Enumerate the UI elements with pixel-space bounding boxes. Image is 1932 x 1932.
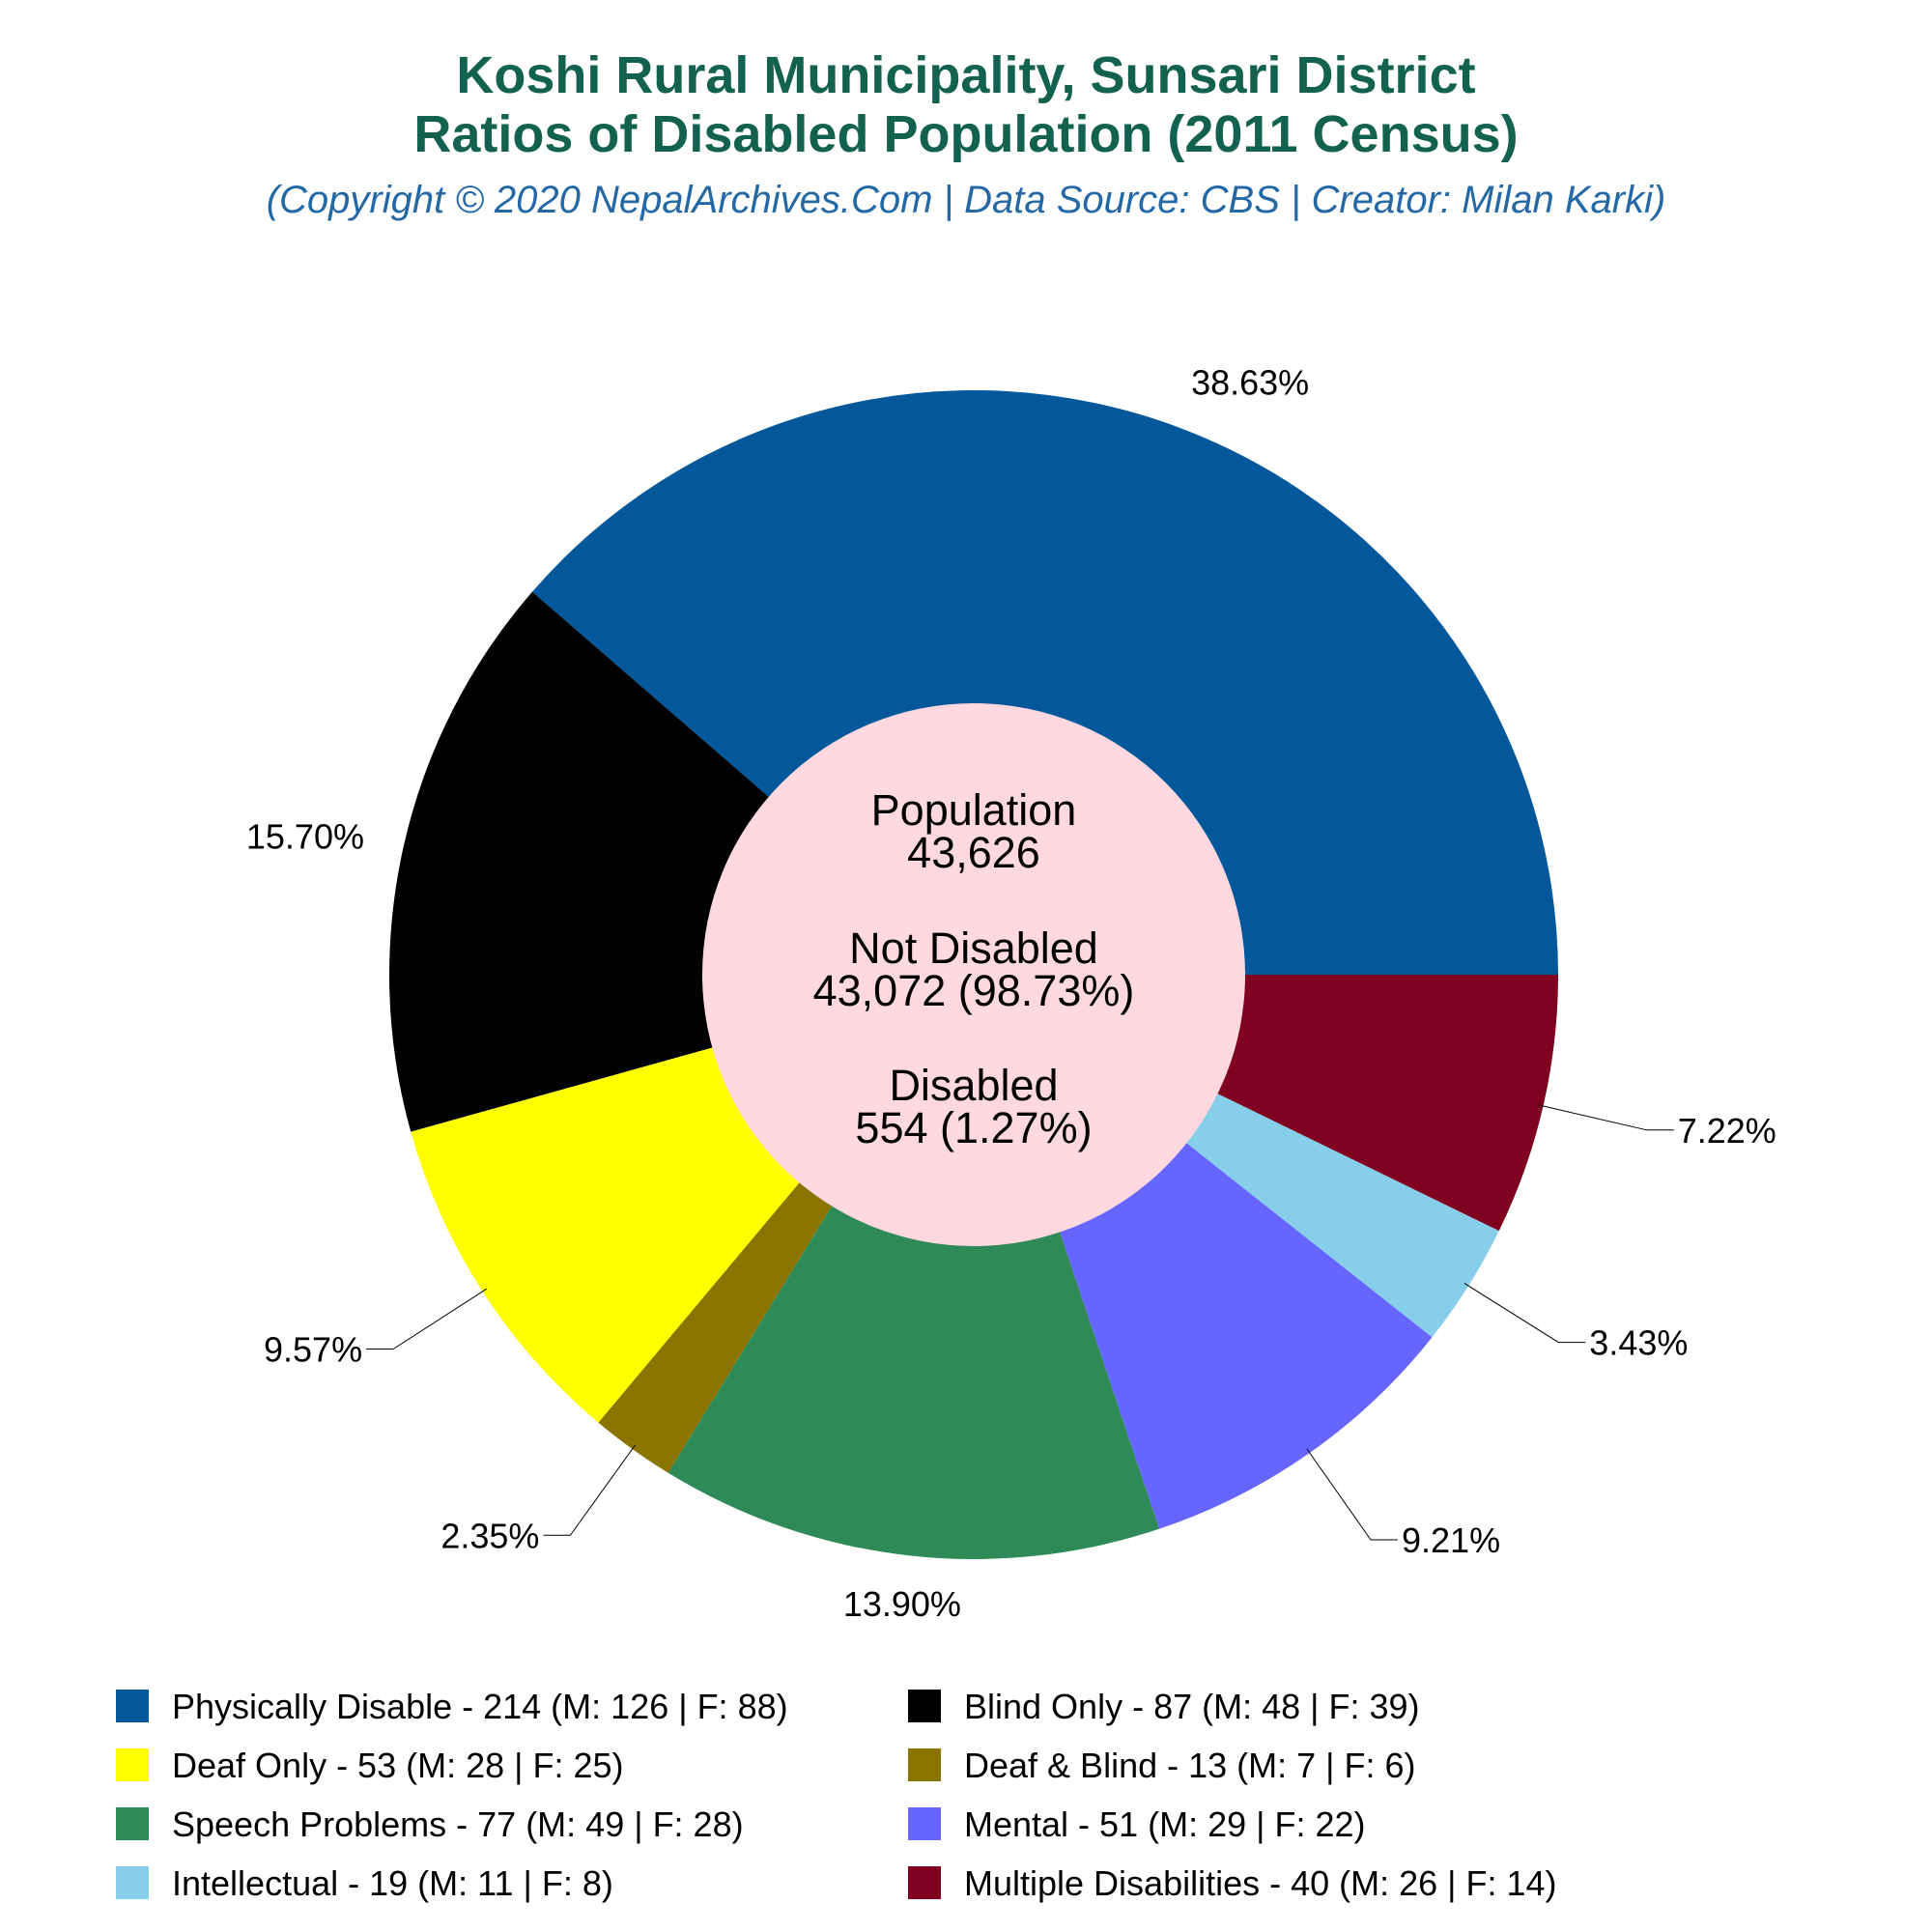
percent-label-4: 13.90%	[843, 1584, 961, 1624]
percent-label-3: 2.35%	[440, 1516, 539, 1555]
leader-line-7	[1538, 1104, 1674, 1131]
percent-label-5: 9.21%	[1402, 1520, 1500, 1560]
legend-label-0: Physically Disable - 214 (M: 126 | F: 88…	[172, 1687, 788, 1726]
pie-slice-0	[531, 390, 1558, 976]
legend-label-2: Deaf Only - 53 (M: 28 | F: 25)	[172, 1746, 624, 1785]
legend-label-4: Speech Problems - 77 (M: 49 | F: 28)	[172, 1804, 744, 1844]
center-population-label: Population	[871, 785, 1077, 835]
legend-label-3: Deaf & Blind - 13 (M: 7 | F: 6)	[964, 1746, 1416, 1785]
chart-subtitle: (Copyright © 2020 NepalArchives.Com | Da…	[267, 179, 1666, 221]
leader-line-5	[1306, 1448, 1398, 1541]
center-disabled-value: 554 (1.27%)	[855, 1103, 1092, 1152]
percent-label-7: 7.22%	[1678, 1111, 1776, 1151]
chart-title-line2: Ratios of Disabled Population (2011 Cens…	[413, 105, 1518, 163]
legend-swatch-6	[116, 1866, 149, 1899]
legend-swatch-5	[908, 1807, 941, 1840]
legend-label-6: Intellectual - 19 (M: 11 | F: 8)	[172, 1863, 613, 1903]
legend: Physically Disable - 214 (M: 126 | F: 88…	[116, 1687, 1557, 1903]
center-population-value: 43,626	[907, 828, 1040, 877]
center-not-disabled-label: Not Disabled	[849, 923, 1098, 973]
leader-lines	[366, 1104, 1674, 1541]
legend-label-7: Multiple Disabilities - 40 (M: 26 | F: 1…	[964, 1863, 1557, 1903]
percent-labels: 38.63% 15.70% 9.57% 2.35% 13.90% 9.21% 3.43% 7.…	[246, 362, 1776, 1623]
legend-swatch-3	[908, 1748, 941, 1781]
legend-swatch-2	[116, 1748, 149, 1781]
center-circle	[702, 703, 1245, 1246]
pie-slice-4	[668, 975, 1160, 1560]
percent-label-6: 3.43%	[1589, 1323, 1688, 1363]
leader-line-3	[543, 1444, 636, 1536]
legend-swatch-7	[908, 1866, 941, 1899]
legend-swatch-0	[116, 1690, 149, 1722]
legend-label-1: Blind Only - 87 (M: 48 | F: 39)	[964, 1687, 1420, 1726]
percent-label-0: 38.63%	[1191, 362, 1309, 402]
leader-line-2	[366, 1288, 488, 1350]
leader-line-6	[1463, 1282, 1586, 1344]
legend-label-5: Mental - 51 (M: 29 | F: 22)	[964, 1804, 1366, 1844]
chart-title-line1: Koshi Rural Municipality, Sunsari Distri…	[456, 46, 1475, 104]
percent-label-2: 9.57%	[264, 1330, 362, 1370]
percent-label-1: 15.70%	[246, 816, 364, 856]
legend-swatch-4	[116, 1807, 149, 1840]
center-not-disabled-value: 43,072 (98.73%)	[813, 966, 1135, 1015]
center-disabled-label: Disabled	[889, 1061, 1058, 1110]
legend-swatch-1	[908, 1690, 941, 1722]
